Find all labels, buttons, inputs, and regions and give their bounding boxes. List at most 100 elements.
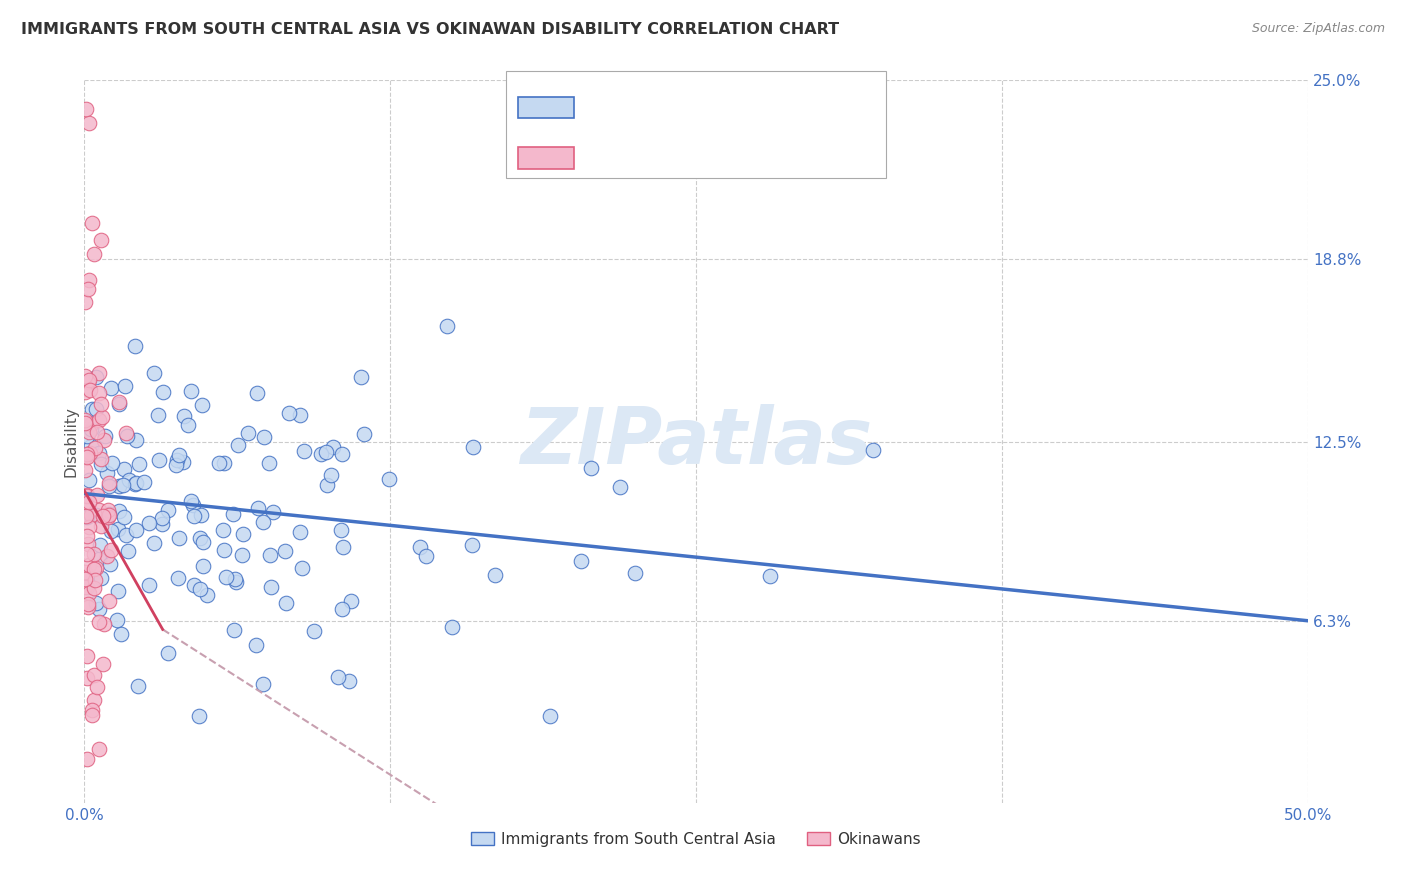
Point [79, 383, 101, 397]
Point [75, 565, 97, 579]
Point [208, 456, 231, 470]
Point [350, 370, 373, 384]
Point [115, 527, 138, 541]
Point [108, 504, 131, 518]
Point [75, 580, 97, 594]
Point [79, 116, 101, 130]
Point [75, 369, 97, 384]
Point [117, 544, 139, 558]
Point [93, 616, 115, 631]
Point [538, 709, 561, 723]
Point [87, 446, 110, 460]
Point [108, 395, 131, 409]
Point [150, 516, 173, 531]
Point [107, 522, 129, 536]
Point [97, 503, 120, 517]
Point [212, 524, 235, 538]
Point [862, 443, 884, 458]
Point [579, 460, 602, 475]
Point [224, 572, 246, 586]
Point [87, 366, 110, 380]
Point [75, 450, 97, 465]
Point [188, 532, 211, 546]
Point [83, 693, 105, 707]
Point [98, 508, 121, 522]
Point [191, 398, 214, 412]
Point [177, 417, 200, 432]
Point [75, 417, 97, 431]
Point [80, 216, 103, 230]
Point [76, 648, 98, 663]
Point [93, 433, 115, 447]
Point [77, 474, 100, 488]
Point [302, 624, 325, 638]
Point [98, 479, 121, 493]
Point [172, 455, 194, 469]
Point [191, 535, 214, 549]
Point [274, 544, 297, 558]
Point [82, 703, 104, 717]
Point [166, 452, 188, 467]
Point [132, 475, 155, 490]
Point [378, 472, 401, 486]
Point [77, 597, 100, 611]
Point [76, 429, 98, 443]
Point [94, 429, 117, 443]
Point [79, 422, 101, 436]
Point [83, 547, 105, 561]
Point [128, 457, 150, 471]
Point [236, 425, 259, 440]
Text: N =: N = [745, 99, 786, 117]
Point [332, 541, 354, 555]
Point [436, 318, 458, 333]
Point [77, 537, 100, 551]
Point [100, 381, 122, 395]
Point [76, 752, 98, 766]
Text: 140: 140 [803, 99, 839, 117]
Point [97, 594, 120, 608]
Point [252, 676, 274, 690]
Point [86, 680, 108, 694]
Point [183, 508, 205, 523]
Point [609, 480, 631, 494]
Point [89, 741, 111, 756]
Point [288, 408, 311, 422]
Point [247, 501, 270, 516]
Point [89, 519, 111, 533]
Point [156, 646, 179, 660]
Point [76, 580, 98, 594]
Point [226, 438, 249, 452]
Point [90, 452, 112, 467]
Point [169, 532, 191, 546]
Point [292, 444, 315, 458]
Point [76, 509, 98, 524]
Point [461, 440, 484, 454]
Point [340, 594, 363, 608]
Point [246, 386, 269, 401]
Point [231, 549, 253, 563]
Point [90, 571, 112, 585]
Text: R =: R = [586, 149, 624, 167]
Point [232, 527, 254, 541]
Point [484, 567, 506, 582]
Point [101, 457, 124, 471]
Point [77, 586, 100, 600]
Point [260, 580, 283, 594]
Point [83, 581, 105, 595]
Point [77, 373, 100, 387]
Y-axis label: Disability: Disability [63, 406, 79, 477]
Point [165, 458, 187, 473]
FancyBboxPatch shape [517, 147, 575, 169]
Point [89, 538, 111, 552]
Point [97, 508, 120, 522]
Point [77, 282, 100, 296]
Point [80, 707, 103, 722]
Point [91, 509, 114, 524]
Point [77, 600, 100, 615]
Point [214, 570, 236, 584]
Point [167, 448, 190, 462]
Point [330, 447, 353, 461]
Point [75, 102, 97, 116]
Point [156, 503, 179, 517]
Point [125, 433, 148, 447]
